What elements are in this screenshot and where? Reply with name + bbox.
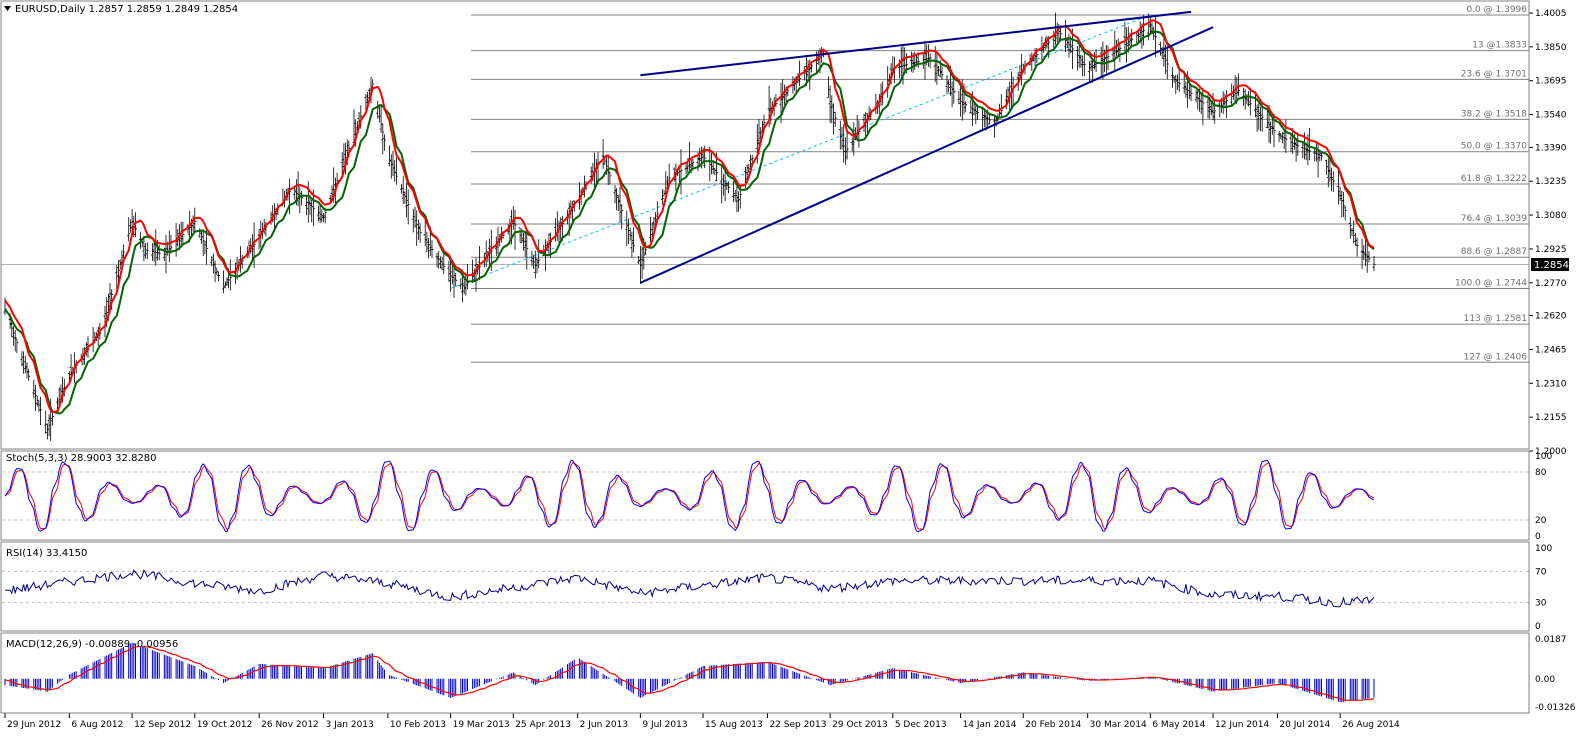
price-tick-label: 1.2770 bbox=[1535, 279, 1567, 289]
price-tick-label: 1.3695 bbox=[1535, 77, 1567, 87]
axes-layer: 1.4005 1.3850 1.3695 1.3540 1.3390 1.3235 1.30… bbox=[4, 9, 1576, 730]
rsi-panel-frame bbox=[0, 541, 1530, 632]
rsi-line bbox=[4, 569, 1375, 608]
fib-level-label: 113 @ 1.2581 bbox=[1464, 314, 1527, 324]
price-tick-label: 1.3540 bbox=[1535, 111, 1567, 121]
date-tick-label: 30 Mar 2014 bbox=[1090, 720, 1147, 730]
date-tick-label: 29 Jun 2012 bbox=[7, 720, 61, 730]
price-tick-label: 1.2000 bbox=[1535, 447, 1567, 457]
price-tick-label: 1.4005 bbox=[1535, 9, 1567, 19]
price-tick-label: 1.3080 bbox=[1535, 211, 1567, 221]
fibonacci-layer: 0.0 @ 1.3996 13 @1.3833 23.6 @ 1.3701 38.2 … bbox=[450, 5, 1529, 363]
macd-panel-frame bbox=[0, 632, 1530, 714]
date-tick-label: 9 Jul 2013 bbox=[642, 720, 687, 730]
current-price-tag bbox=[1531, 258, 1569, 271]
trendlines-layer bbox=[639, 10, 1214, 284]
date-tick-label: 6 Aug 2012 bbox=[71, 720, 123, 730]
rsi-tick-label: 70 bbox=[1535, 567, 1547, 577]
date-tick-label: 29 Oct 2013 bbox=[832, 720, 888, 730]
current-price-label: 1.2854 bbox=[1534, 260, 1569, 271]
date-tick-label: 10 Feb 2013 bbox=[390, 720, 446, 730]
date-tick-label: 15 Aug 2013 bbox=[705, 720, 763, 730]
rsi-tick-label: 0 bbox=[1535, 622, 1541, 632]
date-tick-label: 26 Aug 2014 bbox=[1342, 720, 1400, 730]
trendline-channel-bottom bbox=[639, 26, 1214, 284]
date-tick-label: 19 Mar 2013 bbox=[453, 720, 510, 730]
date-tick-label: 3 Jan 2013 bbox=[326, 720, 374, 730]
stoch-main-line bbox=[4, 459, 1375, 533]
date-tick-label: 20 Jul 2014 bbox=[1279, 720, 1330, 730]
ma-fast-line bbox=[4, 19, 1375, 414]
date-tick-label: 14 Jan 2014 bbox=[963, 720, 1017, 730]
price-tick-label: 1.2620 bbox=[1535, 312, 1567, 322]
rsi-tick-label: 30 bbox=[1535, 599, 1547, 609]
price-tick-label: 1.3390 bbox=[1535, 143, 1567, 153]
price-tick-label: 1.3235 bbox=[1535, 177, 1567, 187]
stoch-tick-label: 20 bbox=[1535, 516, 1547, 526]
date-tick-label: 26 Nov 2012 bbox=[261, 720, 319, 730]
date-tick-label: 6 May 2014 bbox=[1152, 720, 1205, 730]
macd-signal-line bbox=[4, 645, 1375, 701]
fib-level-label: 13 @1.3833 bbox=[1472, 41, 1527, 51]
date-tick-label: 2 Jun 2013 bbox=[580, 720, 628, 730]
price-tick-label: 1.3850 bbox=[1535, 43, 1567, 53]
macd-tick-label: 0.00 bbox=[1535, 675, 1555, 685]
main-panel-frame bbox=[0, 0, 1530, 450]
stoch-tick-label: 0 bbox=[1535, 532, 1541, 542]
collapse-triangle-icon[interactable] bbox=[4, 6, 11, 11]
rsi-panel-title: RSI(14) 33.4150 bbox=[6, 548, 87, 559]
stoch-tick-label: 80 bbox=[1535, 468, 1547, 478]
indicators-layer bbox=[2, 459, 1529, 703]
stoch-signal-line bbox=[4, 462, 1375, 530]
fib-level-label: 127 @ 1.2406 bbox=[1464, 352, 1528, 362]
date-tick-label: 22 Sep 2013 bbox=[769, 720, 826, 730]
fib-level-label: 100.0 @ 1.2744 bbox=[1455, 278, 1527, 288]
date-tick-label: 20 Feb 2014 bbox=[1025, 720, 1081, 730]
fib-level-label: 0.0 @ 1.3996 bbox=[1466, 5, 1527, 15]
stoch-panel-frame bbox=[0, 450, 1530, 541]
trendline-channel-top bbox=[640, 10, 1192, 77]
fib-level-label: 76.4 @ 1.3039 bbox=[1461, 214, 1528, 224]
price-tick-label: 1.2925 bbox=[1535, 245, 1567, 255]
macd-histogram bbox=[4, 642, 1375, 703]
stoch-tick-label: 100 bbox=[1535, 452, 1552, 462]
price-bars-layer bbox=[3, 12, 1376, 441]
fib-level-label: 88.6 @ 1.2887 bbox=[1461, 247, 1527, 257]
rsi-tick-label: 100 bbox=[1535, 544, 1552, 554]
date-tick-label: 5 Dec 2013 bbox=[895, 720, 947, 730]
fib-level-label: 61.8 @ 1.3222 bbox=[1461, 174, 1527, 184]
date-tick-label: 25 Apr 2013 bbox=[515, 720, 571, 730]
main-panel-title: EURUSD,Daily 1.2857 1.2859 1.2849 1.2854 bbox=[15, 4, 238, 15]
macd-tick-label: 0.0187 bbox=[1535, 635, 1567, 645]
price-tick-label: 1.2310 bbox=[1535, 379, 1567, 389]
fib-level-label: 50.0 @ 1.3370 bbox=[1461, 142, 1528, 152]
date-tick-label: 12 Jun 2014 bbox=[1215, 720, 1269, 730]
ma-slow-line bbox=[4, 30, 1375, 415]
moving-averages-layer bbox=[4, 19, 1375, 415]
fib-level-label: 23.6 @ 1.3701 bbox=[1461, 69, 1527, 79]
price-tick-label: 1.2155 bbox=[1535, 413, 1567, 423]
date-tick-label: 19 Oct 2012 bbox=[197, 720, 253, 730]
price-tick-label: 1.2465 bbox=[1535, 345, 1567, 355]
macd-panel-title: MACD(12,26,9) -0.00889 -0.00956 bbox=[6, 639, 178, 650]
stoch-panel-title: Stoch(5,3,3) 28.9003 32.8280 bbox=[6, 453, 157, 464]
fib-level-label: 38.2 @ 1.3518 bbox=[1461, 109, 1528, 119]
ohlc-bars bbox=[3, 12, 1376, 441]
date-tick-label: 12 Sep 2012 bbox=[134, 720, 191, 730]
macd-tick-label: -0.01326 bbox=[1535, 703, 1576, 713]
